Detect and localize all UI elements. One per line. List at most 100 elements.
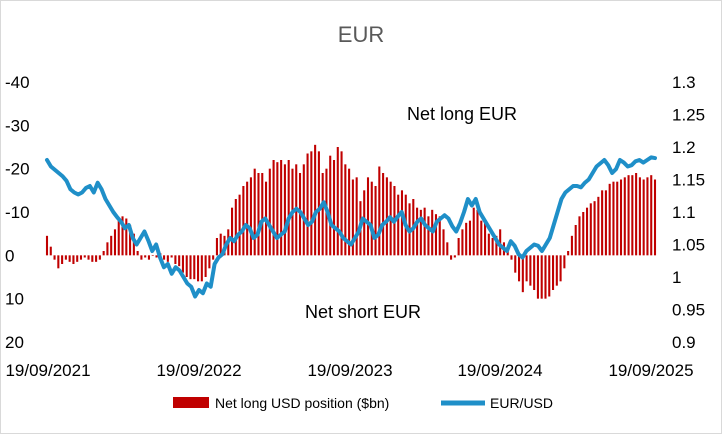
bar: [540, 255, 543, 299]
bar: [208, 255, 211, 269]
bar: [427, 216, 430, 256]
bar: [552, 255, 555, 290]
bar: [53, 255, 56, 260]
left-tick-label: -40: [5, 73, 30, 92]
bar: [499, 229, 502, 256]
bar: [204, 255, 207, 277]
bar: [61, 255, 64, 264]
bar: [189, 255, 192, 280]
bar: [416, 207, 419, 256]
bar: [397, 194, 400, 256]
chart-title: EUR: [338, 22, 384, 47]
bar: [348, 168, 351, 256]
bar: [64, 255, 67, 260]
bar: [484, 222, 487, 256]
bar: [570, 235, 573, 256]
eurusd-line: [45, 155, 657, 299]
bar: [197, 255, 200, 282]
bar: [536, 255, 539, 299]
bar: [147, 255, 150, 260]
bar: [242, 186, 245, 256]
bar: [631, 175, 634, 256]
bar: [117, 220, 120, 256]
bar: [98, 255, 101, 260]
right-tick-label: 1.25: [672, 106, 705, 125]
bar: [385, 177, 388, 256]
bar: [480, 220, 483, 256]
bar: [283, 164, 286, 256]
bar: [506, 251, 509, 256]
bar: [589, 203, 592, 256]
x-tick-label: 19/09/2023: [307, 361, 392, 380]
bar: [555, 255, 558, 286]
bar: [185, 255, 188, 277]
bar: [231, 207, 234, 256]
bar: [95, 255, 98, 262]
bar: [49, 246, 52, 256]
bar: [136, 251, 139, 256]
bar: [272, 160, 275, 256]
x-tick-label: 19/09/2024: [457, 361, 542, 380]
right-axis: 1.3 1.25 1.2 1.15 1.1 1.05 1 0.95 0.9: [672, 73, 705, 352]
bar: [91, 255, 94, 262]
right-tick-label: 0.95: [672, 301, 705, 320]
bar: [336, 147, 339, 256]
bar: [616, 181, 619, 256]
x-tick-label: 19/09/2022: [156, 361, 241, 380]
annotation-net-long: Net long EUR: [407, 104, 517, 124]
bar: [129, 225, 132, 256]
bar: [344, 164, 347, 256]
bar: [68, 255, 71, 262]
right-tick-label: 1.2: [672, 138, 696, 157]
bar: [453, 255, 456, 258]
bar: [491, 238, 494, 256]
x-tick-label: 19/09/2025: [608, 361, 693, 380]
bar: [514, 255, 517, 273]
bar: [340, 151, 343, 256]
line-series: [45, 155, 657, 299]
right-tick-label: 0.9: [672, 333, 696, 352]
bar: [487, 233, 490, 256]
bar: [525, 255, 528, 282]
bar: [151, 255, 154, 256]
bar: [246, 181, 249, 256]
bar: [468, 220, 471, 256]
bar: [567, 251, 570, 256]
bar: [419, 209, 422, 256]
bar: [612, 181, 615, 256]
bar: [321, 173, 324, 256]
x-axis: 19/09/2021 19/09/2022 19/09/2023 19/09/2024…: [5, 361, 693, 380]
bar: [559, 255, 562, 282]
right-tick-label: 1.3: [672, 73, 696, 92]
bar: [355, 177, 358, 256]
bar: [585, 207, 589, 256]
legend-line-label: EUR/USD: [490, 395, 553, 411]
bar: [45, 235, 49, 256]
bar: [650, 175, 653, 256]
bar: [212, 255, 215, 260]
bar: [446, 242, 449, 256]
bar: [533, 255, 536, 290]
bar: [306, 153, 309, 256]
bar: [87, 255, 90, 260]
bar: [332, 160, 336, 256]
bar: [382, 173, 385, 256]
bar: [578, 216, 581, 256]
legend-bar-label: Net long USD position ($bn): [215, 395, 389, 411]
bar: [544, 255, 547, 299]
bar: [646, 177, 649, 256]
bar: [238, 194, 241, 256]
bar: [76, 255, 79, 262]
bar: [472, 207, 475, 256]
bar: [317, 151, 320, 256]
bar: [121, 216, 124, 256]
bar: [476, 209, 479, 256]
bar: [374, 186, 377, 256]
bar: [174, 255, 177, 264]
bar: [57, 255, 60, 269]
bar: [83, 255, 86, 258]
bar: [287, 160, 290, 256]
bar: [366, 177, 370, 256]
bar-series: [45, 144, 657, 299]
